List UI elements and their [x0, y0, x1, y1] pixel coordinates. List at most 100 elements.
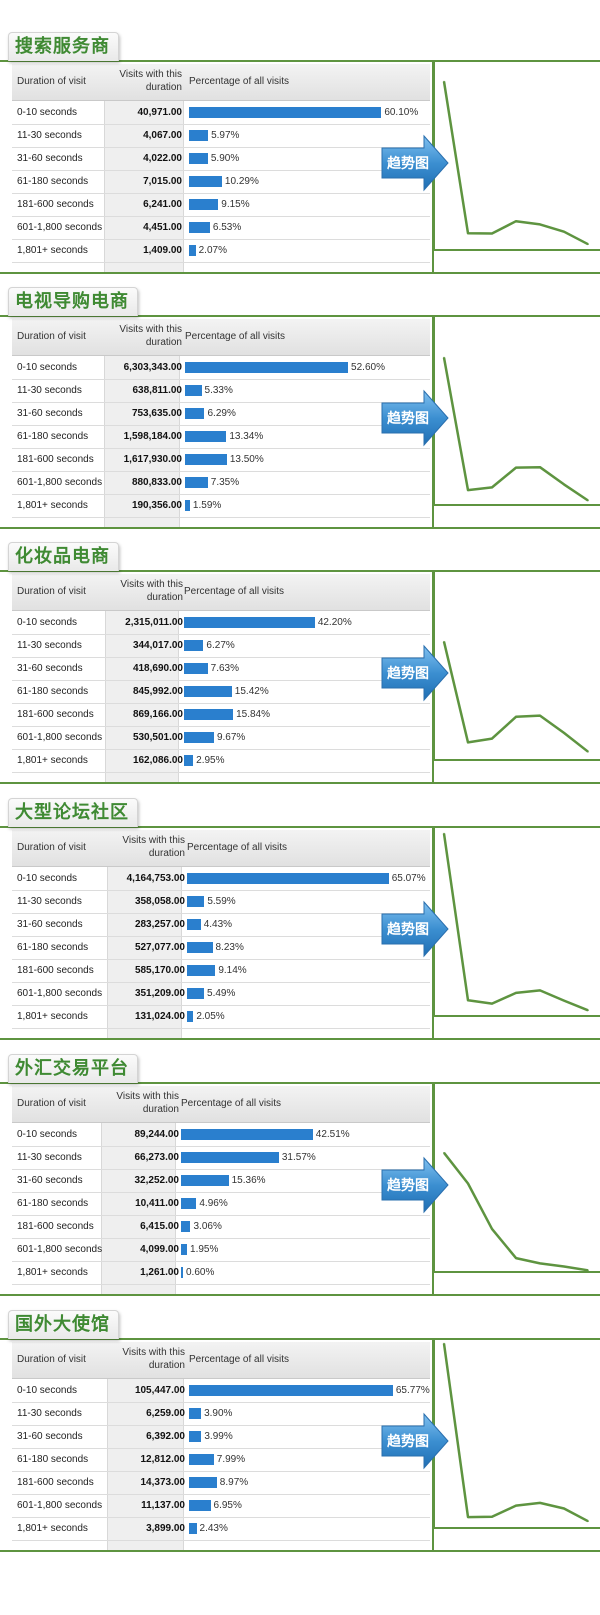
table-row: 1,801+ seconds 3,899.00 2.43% [12, 1517, 430, 1541]
header-duration[interactable]: Duration of visit [17, 586, 86, 597]
header-duration[interactable]: Duration of visit [17, 1354, 86, 1365]
percentage-bar [184, 686, 232, 697]
visits-value: 880,833.00 [112, 477, 182, 488]
trend-point [443, 1152, 445, 1154]
trend-arrow-badge[interactable]: 趋势图 [378, 1156, 450, 1214]
visits-value: 10,411.00 [109, 1198, 179, 1209]
table-row: 181-600 seconds 869,166.00 15.84% [12, 703, 430, 727]
table-row: 181-600 seconds 1,617,930.00 13.50% [12, 448, 430, 472]
percentage-label: 6.27% [206, 640, 234, 651]
trend-point [515, 1505, 517, 1507]
table-row: 601-1,800 seconds 11,137.00 6.95% [12, 1494, 430, 1518]
trend-chart [434, 62, 600, 272]
percentage-label: 2.05% [196, 1011, 224, 1022]
duration-label: 181-600 seconds [17, 199, 94, 210]
visits-value: 283,257.00 [115, 919, 185, 930]
table-row: 11-30 seconds 638,811.00 5.33% [12, 379, 430, 403]
duration-label: 601-1,800 seconds [17, 1500, 102, 1511]
header-visits[interactable]: Visits with this duration [112, 323, 182, 349]
duration-label: 1,801+ seconds [17, 500, 88, 511]
header-duration[interactable]: Duration of visit [17, 1098, 86, 1109]
percentage-label: 7.35% [211, 477, 239, 488]
trend-point [515, 467, 517, 469]
duration-label: 61-180 seconds [17, 942, 88, 953]
chart-section-tv-shopping: 电视导购电商 Duration of visit Visits with this d… [0, 287, 600, 549]
duration-label: 1,801+ seconds [17, 1523, 88, 1534]
header-visits[interactable]: Visits with this duration [112, 68, 182, 94]
section-title: 化妆品电商 [15, 546, 110, 567]
table-row: 601-1,800 seconds 4,099.00 1.95% [12, 1238, 430, 1262]
header-percentage[interactable]: Percentage of all visits [189, 76, 289, 87]
header-visits[interactable]: Visits with this duration [109, 1090, 179, 1116]
percentage-label: 52.60% [351, 362, 385, 373]
trend-series-line [444, 358, 588, 501]
table-row: 181-600 seconds 585,170.00 9.14% [12, 959, 430, 983]
header-percentage[interactable]: Percentage of all visits [185, 331, 285, 342]
table-row: 181-600 seconds 14,373.00 8.97% [12, 1471, 430, 1495]
table-row: 601-1,800 seconds 880,833.00 7.35% [12, 471, 430, 495]
visits-value: 1,617,930.00 [112, 454, 182, 465]
percentage-bar [181, 1175, 229, 1186]
header-visits-line1: Visits with this [112, 68, 182, 81]
duration-table: Duration of visit Visits with this duratio… [12, 830, 430, 1038]
trend-arrow-badge[interactable]: 趋势图 [378, 900, 450, 958]
trend-point [563, 1266, 565, 1268]
percentage-bar [184, 709, 233, 720]
trend-label: 趋势图 [378, 1431, 438, 1451]
header-percentage[interactable]: Percentage of all visits [181, 1098, 281, 1109]
header-percentage[interactable]: Percentage of all visits [187, 842, 287, 853]
visits-value: 4,451.00 [112, 222, 182, 233]
trend-point [563, 732, 565, 734]
header-duration[interactable]: Duration of visit [17, 331, 86, 342]
percentage-label: 4.96% [199, 1198, 227, 1209]
percentage-label: 13.34% [229, 431, 263, 442]
header-visits-line1: Visits with this [112, 323, 182, 336]
visits-value: 131,024.00 [115, 1011, 185, 1022]
percentage-label: 60.10% [384, 107, 418, 118]
duration-label: 0-10 seconds [17, 362, 77, 373]
header-duration[interactable]: Duration of visit [17, 76, 86, 87]
trend-point [491, 1003, 493, 1005]
trend-point [491, 1516, 493, 1518]
trend-arrow-badge[interactable]: 趋势图 [378, 1412, 450, 1470]
table-row: 61-180 seconds 845,992.00 15.42% [12, 680, 430, 704]
header-percentage[interactable]: Percentage of all visits [184, 586, 284, 597]
header-visits-line2: duration [112, 81, 182, 94]
trend-point [491, 1228, 493, 1230]
table-row: 31-60 seconds 32,252.00 15.36% [12, 1169, 430, 1193]
header-visits[interactable]: Visits with this duration [113, 578, 183, 604]
visits-value: 4,164,753.00 [115, 873, 185, 884]
trend-arrow-badge[interactable]: 趋势图 [378, 134, 450, 192]
duration-label: 31-60 seconds [17, 408, 83, 419]
trend-arrow-badge[interactable]: 趋势图 [378, 644, 450, 702]
table-header: Duration of visit Visits with this duratio… [12, 319, 430, 356]
percentage-bar [184, 732, 214, 743]
percentage-label: 7.63% [211, 663, 239, 674]
trend-arrow-badge[interactable]: 趋势图 [378, 389, 450, 447]
percentage-label: 2.43% [200, 1523, 228, 1534]
section-title-tab: 大型论坛社区 [8, 798, 138, 827]
trend-label: 趋势图 [378, 408, 438, 428]
table-row: 11-30 seconds 344,017.00 6.27% [12, 634, 430, 658]
percentage-bar [181, 1129, 313, 1140]
percentage-bar [187, 896, 204, 907]
percentage-label: 15.36% [232, 1175, 266, 1186]
trend-point [515, 716, 517, 718]
table-row: 181-600 seconds 6,415.00 3.06% [12, 1215, 430, 1239]
section-title: 电视导购电商 [15, 291, 129, 312]
trend-point [443, 81, 445, 83]
header-visits[interactable]: Visits with this duration [115, 1346, 185, 1372]
table-row: 601-1,800 seconds 351,209.00 5.49% [12, 982, 430, 1006]
visits-value: 869,166.00 [113, 709, 183, 720]
percentage-bar [184, 755, 193, 766]
duration-label: 0-10 seconds [17, 1129, 77, 1140]
header-duration[interactable]: Duration of visit [17, 842, 86, 853]
header-visits[interactable]: Visits with this duration [115, 834, 185, 860]
percentage-bar [184, 640, 203, 651]
trend-chart [434, 317, 600, 527]
percentage-bar [187, 965, 215, 976]
duration-label: 31-60 seconds [17, 663, 83, 674]
duration-label: 0-10 seconds [17, 873, 77, 884]
header-percentage[interactable]: Percentage of all visits [189, 1354, 289, 1365]
trend-point [587, 243, 589, 245]
